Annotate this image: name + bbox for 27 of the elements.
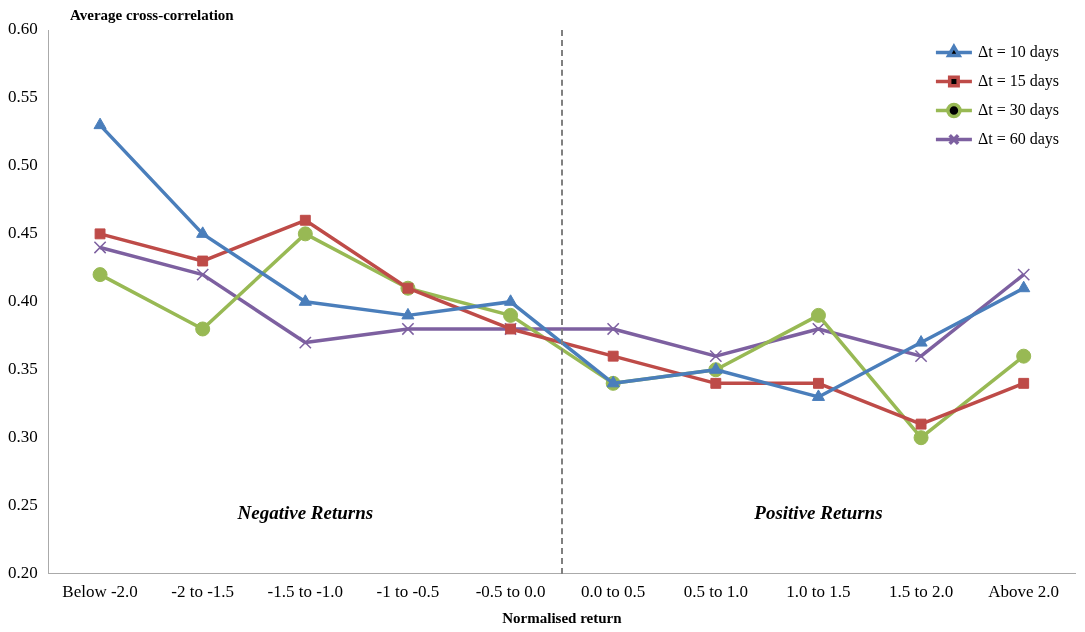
y-tick-label: 0.30 (8, 427, 38, 447)
x-tick-label: 0.0 to 0.5 (581, 582, 646, 602)
y-tick-label: 0.50 (8, 155, 38, 175)
x-tick-label: 1.5 to 2.0 (888, 582, 954, 602)
x-tick-label: -1.5 to -1.0 (267, 582, 344, 602)
annotation: Positive Returns (753, 502, 883, 524)
x-tick-label: Above 2.0 (988, 582, 1060, 602)
y-tick-label: 0.55 (8, 87, 38, 107)
y-tick-label: 0.25 (8, 495, 38, 515)
legend-label: Δt = 30 days (977, 100, 1060, 119)
legend-label: Δt = 15 days (977, 71, 1060, 90)
x-axis-title: Normalised return (502, 609, 623, 626)
x-tick-label: 1.0 to 1.5 (786, 582, 851, 602)
annotation: Negative Returns (236, 502, 374, 524)
y-tick-label: 0.35 (8, 359, 38, 379)
x-tick-label: -0.5 to 0.0 (475, 582, 546, 602)
x-tick-label: -1 to -0.5 (376, 582, 440, 602)
y-tick-label: 0.40 (8, 291, 38, 311)
y-tick-label: 0.60 (8, 19, 38, 39)
y-axis-title: Average cross-correlation (70, 7, 235, 23)
y-tick-label: 0.45 (8, 223, 38, 243)
legend-label: Δt = 10 days (977, 42, 1060, 61)
x-tick-label: 0.5 to 1.0 (683, 582, 748, 602)
x-tick-label: -2 to -1.5 (171, 582, 235, 602)
x-tick-label: Below -2.0 (62, 582, 138, 602)
legend-label: Δt = 60 days (977, 129, 1060, 148)
y-tick-label: 0.20 (8, 563, 38, 583)
